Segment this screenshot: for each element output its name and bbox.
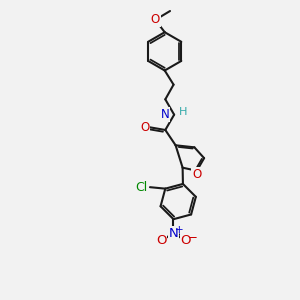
Text: +: + [175,225,183,235]
Text: O: O [151,14,160,26]
Text: Cl: Cl [135,181,147,194]
Text: O: O [140,121,149,134]
Text: O: O [156,234,166,247]
Text: O: O [181,234,191,247]
Text: N: N [161,108,170,121]
Text: N: N [169,227,178,240]
Text: H: H [179,107,188,117]
Text: O: O [192,168,202,181]
Text: −: − [188,231,197,244]
